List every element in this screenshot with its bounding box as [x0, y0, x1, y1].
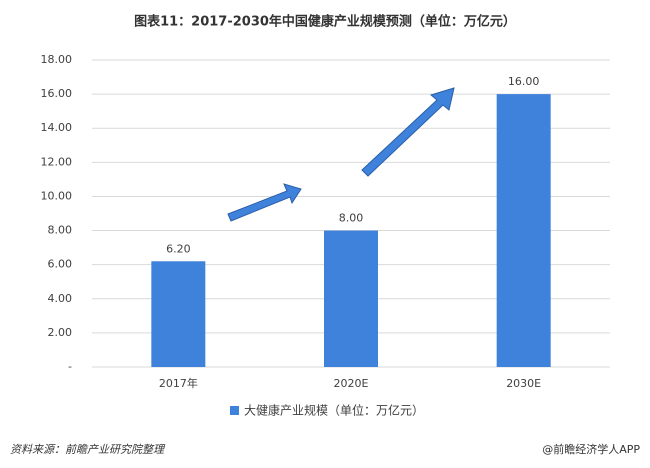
trend-arrow — [227, 183, 302, 222]
bar — [324, 230, 378, 367]
y-tick-label: 10.00 — [41, 189, 73, 202]
y-tick-label: 16.00 — [41, 87, 73, 100]
x-tick-label: 2020E — [334, 377, 369, 390]
trend-arrows — [227, 87, 455, 222]
bar — [151, 261, 206, 367]
source-note: 资料来源：前瞻产业研究院整理 — [10, 443, 166, 456]
bar — [496, 94, 551, 367]
value-label: 16.00 — [508, 75, 540, 88]
legend-swatch — [230, 406, 239, 415]
y-tick-label: 6.00 — [48, 258, 73, 271]
x-tick-label: 2017年 — [159, 376, 198, 390]
y-tick-label: 18.00 — [41, 53, 73, 66]
chart-title: 图表11：2017-2030年中国健康产业规模预测（单位：万亿元） — [134, 14, 516, 30]
value-label: 8.00 — [339, 212, 364, 225]
y-tick-label: 8.00 — [48, 224, 73, 237]
y-tick-label: 14.00 — [41, 121, 73, 134]
y-tick-label: 2.00 — [48, 326, 73, 339]
value-label: 6.20 — [166, 242, 191, 255]
y-tick-label: 12.00 — [41, 155, 73, 168]
legend-label: 大健康产业规模（单位：万亿元） — [244, 403, 424, 418]
y-tick-label: - — [68, 360, 72, 373]
y-tick-label: 4.00 — [48, 292, 73, 305]
trend-arrow — [361, 87, 455, 177]
credit-note: @前瞻经济学人APP — [542, 442, 640, 456]
x-tick-label: 2030E — [506, 377, 541, 390]
